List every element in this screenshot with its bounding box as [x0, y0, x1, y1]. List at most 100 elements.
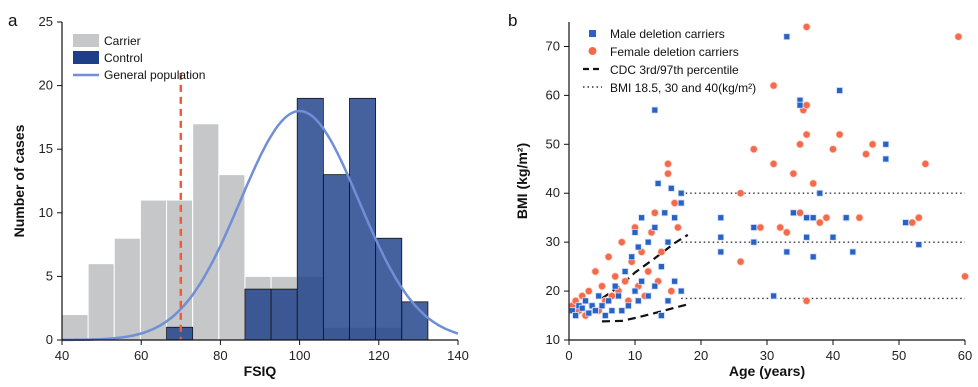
- y-tick-label: 20: [546, 283, 560, 298]
- female-point: [796, 140, 805, 149]
- male-point: [611, 282, 619, 290]
- female-point: [621, 277, 630, 286]
- female-point: [769, 159, 778, 168]
- panel-label-b: b: [508, 11, 517, 30]
- x-tick-label: 140: [447, 348, 469, 363]
- control-bar: [296, 97, 324, 341]
- y-tick-label: 50: [546, 136, 560, 151]
- carrier-bar: [61, 314, 89, 341]
- male-point: [651, 282, 659, 290]
- carrier-bars: [61, 123, 403, 341]
- x-tick-label: 120: [368, 348, 390, 363]
- y-tick-label: 70: [546, 38, 560, 53]
- male-point: [634, 297, 642, 305]
- y-tick-label: 5: [46, 268, 53, 283]
- legend: Carrier Control General population: [73, 34, 205, 82]
- histogram-panel: a 40 60 80 100 120 140 0 5 10 15 20 25 Carrier Contr…: [8, 11, 469, 379]
- y-tick-label: 30: [546, 234, 560, 249]
- male-point: [770, 292, 777, 300]
- female-point: [796, 208, 805, 217]
- bmi-reference-lines: [681, 192, 965, 300]
- control-bar: [322, 174, 350, 341]
- control-bar: [349, 97, 377, 341]
- male-point: [717, 233, 725, 241]
- female-point: [961, 272, 970, 281]
- female-point: [802, 296, 811, 305]
- female-point: [954, 32, 963, 41]
- x-tick-label: 40: [55, 348, 69, 363]
- x-axis-title: Age (years): [729, 363, 805, 379]
- male-point: [664, 238, 672, 246]
- male-point: [615, 292, 622, 300]
- male-point: [595, 292, 603, 300]
- female-point: [657, 247, 666, 256]
- female-point: [862, 150, 871, 159]
- cdc-3rd-line: [601, 303, 689, 323]
- legend-label: Female deletion carriers: [610, 45, 739, 59]
- female-point: [749, 145, 758, 154]
- female-point: [591, 267, 600, 276]
- y-tick-label: 0: [46, 332, 53, 347]
- male-point: [582, 297, 589, 305]
- y-tick-label: 10: [39, 205, 53, 220]
- legend-label: CDC 3rd/97th percentile: [610, 63, 739, 77]
- x-tick-label: 20: [694, 348, 708, 363]
- male-point: [605, 297, 612, 305]
- male-point: [750, 238, 758, 246]
- male-point: [572, 312, 579, 319]
- x-axis-title: FSIQ: [244, 363, 277, 379]
- male-point: [750, 224, 758, 231]
- female-point: [673, 223, 682, 232]
- female-point: [829, 145, 838, 154]
- x-tick-label: 40: [826, 348, 840, 363]
- male-point: [664, 297, 672, 305]
- axes: 0 10 20 30 40 50 60 10 20 30 40 50 60 70: [546, 22, 972, 363]
- female-point: [736, 257, 745, 266]
- male-point: [902, 219, 909, 226]
- female-point: [584, 287, 593, 296]
- control-bars: [166, 97, 429, 341]
- male-point: [836, 87, 843, 94]
- female-point: [769, 81, 778, 90]
- y-axis-title: BMI (kg/m²): [514, 143, 530, 219]
- female-point: [809, 179, 818, 188]
- female-point: [776, 223, 785, 232]
- male-point: [578, 304, 586, 312]
- male-point: [658, 263, 665, 271]
- male-point: [631, 287, 639, 295]
- female-point: [855, 213, 864, 222]
- male-point: [882, 155, 890, 163]
- male-points: [568, 33, 923, 319]
- female-point: [822, 213, 831, 222]
- female-point: [868, 140, 877, 149]
- female-point: [667, 287, 676, 296]
- male-point: [644, 238, 652, 246]
- female-point: [670, 199, 679, 208]
- female-point: [604, 252, 613, 261]
- male-point: [809, 253, 817, 261]
- carrier-bar: [139, 199, 168, 341]
- male-point: [677, 287, 685, 295]
- female-point: [908, 218, 917, 227]
- legend-label: Male deletion carriers: [610, 27, 725, 41]
- x-tick-label: 0: [565, 348, 572, 363]
- male-point: [601, 312, 609, 319]
- y-tick-label: 10: [546, 332, 560, 347]
- male-point: [803, 214, 810, 222]
- male-point: [842, 214, 850, 222]
- male-point: [783, 33, 791, 41]
- control-bar: [244, 288, 272, 341]
- female-point: [736, 189, 745, 198]
- female-point: [756, 223, 765, 232]
- general-population-curve: [62, 109, 459, 342]
- y-tick-label: 40: [546, 185, 560, 200]
- x-tick-label: 10: [628, 348, 642, 363]
- male-point: [631, 228, 639, 236]
- male-point: [849, 248, 857, 256]
- female-point: [802, 22, 811, 31]
- x-tick-label: 60: [134, 348, 148, 363]
- male-point: [882, 140, 890, 148]
- legend-swatch-male: [589, 30, 596, 37]
- carrier-bar: [113, 237, 141, 341]
